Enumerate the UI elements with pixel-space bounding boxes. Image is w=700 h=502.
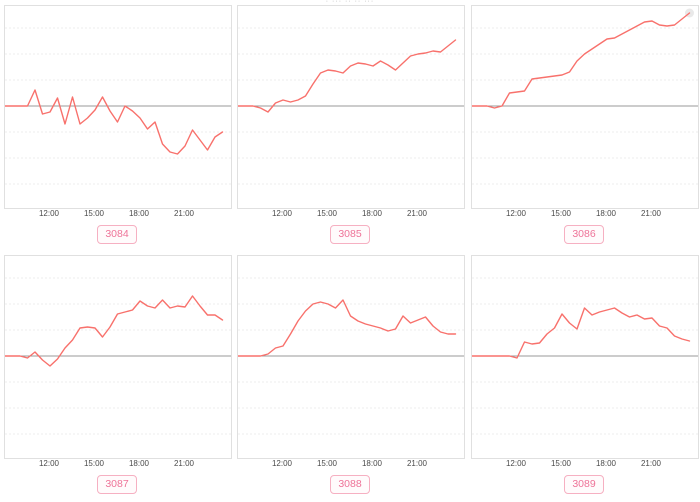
- x-axis: 12:00 15:00 18:00 21:00: [237, 209, 463, 221]
- x-axis-tick: 15:00: [316, 459, 338, 468]
- sparkline-chart[interactable]: [471, 255, 699, 459]
- line-chart-canvas: [472, 277, 698, 435]
- x-axis-tick: 15:00: [550, 209, 572, 218]
- x-axis: 12:00 15:00 18:00 21:00: [4, 459, 230, 471]
- x-axis-tick: 18:00: [128, 459, 150, 468]
- x-axis: 12:00 15:00 18:00 21:00: [471, 459, 697, 471]
- chart-cell: 12:00 15:00 18:00 21:00 3087: [0, 250, 233, 502]
- sparkline-chart[interactable]: [4, 5, 232, 209]
- x-axis-tick: 12:00: [505, 459, 527, 468]
- x-axis-tick: 21:00: [406, 209, 428, 218]
- x-axis-tick: 21:00: [640, 459, 662, 468]
- badge-row: 3084: [4, 224, 230, 245]
- x-axis-tick: 12:00: [505, 209, 527, 218]
- x-axis-tick: 18:00: [361, 459, 383, 468]
- sparkline-chart[interactable]: [471, 5, 699, 209]
- sparkline-chart[interactable]: [4, 255, 232, 459]
- chart-cell: 12:00 15:00 18:00 21:00 3089: [467, 250, 700, 502]
- chart-id-badge[interactable]: 3088: [330, 475, 370, 495]
- line-chart-canvas: [5, 277, 231, 435]
- chart-cell: 12:00 15:00 18:00 21:00 3086: [467, 0, 700, 250]
- chart-id-badge[interactable]: 3085: [330, 225, 370, 245]
- sparkline-chart[interactable]: [237, 255, 465, 459]
- badge-row: 3088: [237, 474, 463, 495]
- x-axis-tick: 18:00: [595, 209, 617, 218]
- chart-cell: 12:00 15:00 18:00 21:00 3085: [233, 0, 467, 250]
- x-axis: 12:00 15:00 18:00 21:00: [4, 209, 230, 221]
- x-axis-tick: 18:00: [361, 209, 383, 218]
- chart-id-badge[interactable]: 3089: [564, 475, 604, 495]
- chart-id-badge[interactable]: 3086: [564, 225, 604, 245]
- x-axis-tick: 12:00: [271, 459, 293, 468]
- x-axis: 12:00 15:00 18:00 21:00: [471, 209, 697, 221]
- line-chart-canvas: [5, 27, 231, 185]
- chart-id-badge[interactable]: 3084: [97, 225, 137, 245]
- x-axis-tick: 12:00: [38, 459, 60, 468]
- x-axis-tick: 18:00: [128, 209, 150, 218]
- x-axis-tick: 15:00: [550, 459, 572, 468]
- badge-row: 3087: [4, 474, 230, 495]
- x-axis-tick: 18:00: [595, 459, 617, 468]
- line-chart-canvas: [238, 27, 464, 185]
- x-axis-tick: 21:00: [173, 209, 195, 218]
- chart-cell: 12:00 15:00 18:00 21:00 3084: [0, 0, 233, 250]
- x-axis: 12:00 15:00 18:00 21:00: [237, 459, 463, 471]
- sparkline-chart[interactable]: [237, 5, 465, 209]
- clipped-page-title-text: · ··· ·· ·· ···: [325, 0, 375, 5]
- badge-row: 3089: [471, 474, 697, 495]
- line-chart-canvas: [238, 277, 464, 435]
- line-chart-canvas: [472, 8, 698, 185]
- x-axis-tick: 12:00: [38, 209, 60, 218]
- x-axis-tick: 12:00: [271, 209, 293, 218]
- badge-row: 3085: [237, 224, 463, 245]
- x-axis-tick: 15:00: [316, 209, 338, 218]
- x-axis-tick: 15:00: [83, 209, 105, 218]
- x-axis-tick: 21:00: [173, 459, 195, 468]
- clipped-page-title: · ··· ·· ·· ···: [300, 0, 400, 5]
- x-axis-tick: 15:00: [83, 459, 105, 468]
- chart-id-badge[interactable]: 3087: [97, 475, 137, 495]
- x-axis-tick: 21:00: [640, 209, 662, 218]
- x-axis-tick: 21:00: [406, 459, 428, 468]
- chart-cell: 12:00 15:00 18:00 21:00 3088: [233, 250, 467, 502]
- badge-row: 3086: [471, 224, 697, 245]
